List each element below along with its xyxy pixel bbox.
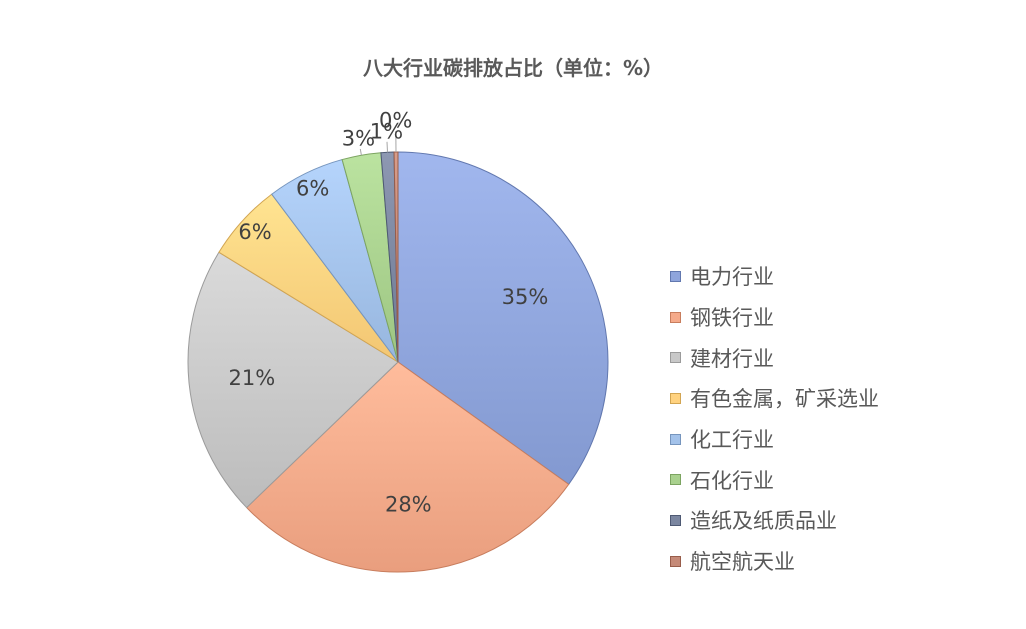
legend-swatch [670, 474, 681, 486]
legend-item-3: 建材行业 [670, 337, 879, 378]
legend-item-4: 有色金属，矿采选业 [670, 378, 879, 419]
legend-swatch [670, 555, 681, 567]
legend-item-8: 航空航天业 [670, 541, 879, 582]
data-label-7: 1% [370, 119, 403, 143]
data-label-8: 0% [379, 109, 412, 133]
data-label-1: 35% [502, 285, 549, 309]
legend-swatch [670, 433, 681, 445]
pie-slice-8 [393, 151, 399, 363]
legend-label: 电力行业 [690, 265, 774, 290]
data-label-3: 21% [229, 366, 276, 390]
legend-swatch [670, 311, 681, 323]
legend-swatch [670, 352, 681, 364]
data-label-2: 28% [385, 492, 432, 516]
legend-swatch [670, 514, 681, 526]
legend-swatch [670, 392, 681, 404]
legend-label: 航空航天业 [690, 550, 795, 575]
legend-swatch [670, 270, 681, 282]
data-label-4: 6% [238, 220, 271, 244]
legend-label: 石化行业 [690, 468, 774, 493]
pie-slice-2 [245, 361, 570, 573]
legend-item-7: 造纸及纸质品业 [670, 500, 879, 541]
data-label-6: 3% [342, 127, 375, 151]
legend-label: 有色金属，矿采选业 [690, 387, 879, 412]
pie-slice-3 [187, 251, 399, 509]
legend-item-2: 钢铁行业 [670, 297, 879, 338]
chart-title: 八大行业碳排放占比（单位：%） [362, 56, 664, 80]
legend-label: 建材行业 [690, 346, 774, 371]
leader-line-6 [359, 148, 362, 156]
legend-label: 化工行业 [690, 428, 774, 453]
legend-label: 造纸及纸质品业 [690, 509, 837, 534]
legend-item-5: 化工行业 [670, 419, 879, 460]
data-label-5: 6% [296, 177, 329, 201]
legend-label: 钢铁行业 [690, 306, 774, 331]
legend-item-1: 电力行业 [670, 256, 879, 297]
pie-slice-1 [397, 151, 609, 486]
leader-line-7 [386, 141, 388, 153]
legend: 电力行业钢铁行业建材行业有色金属，矿采选业 化工行业石化行业造纸及纸质品业 航空航天… [670, 256, 879, 582]
legend-item-6: 石化行业 [670, 459, 879, 500]
